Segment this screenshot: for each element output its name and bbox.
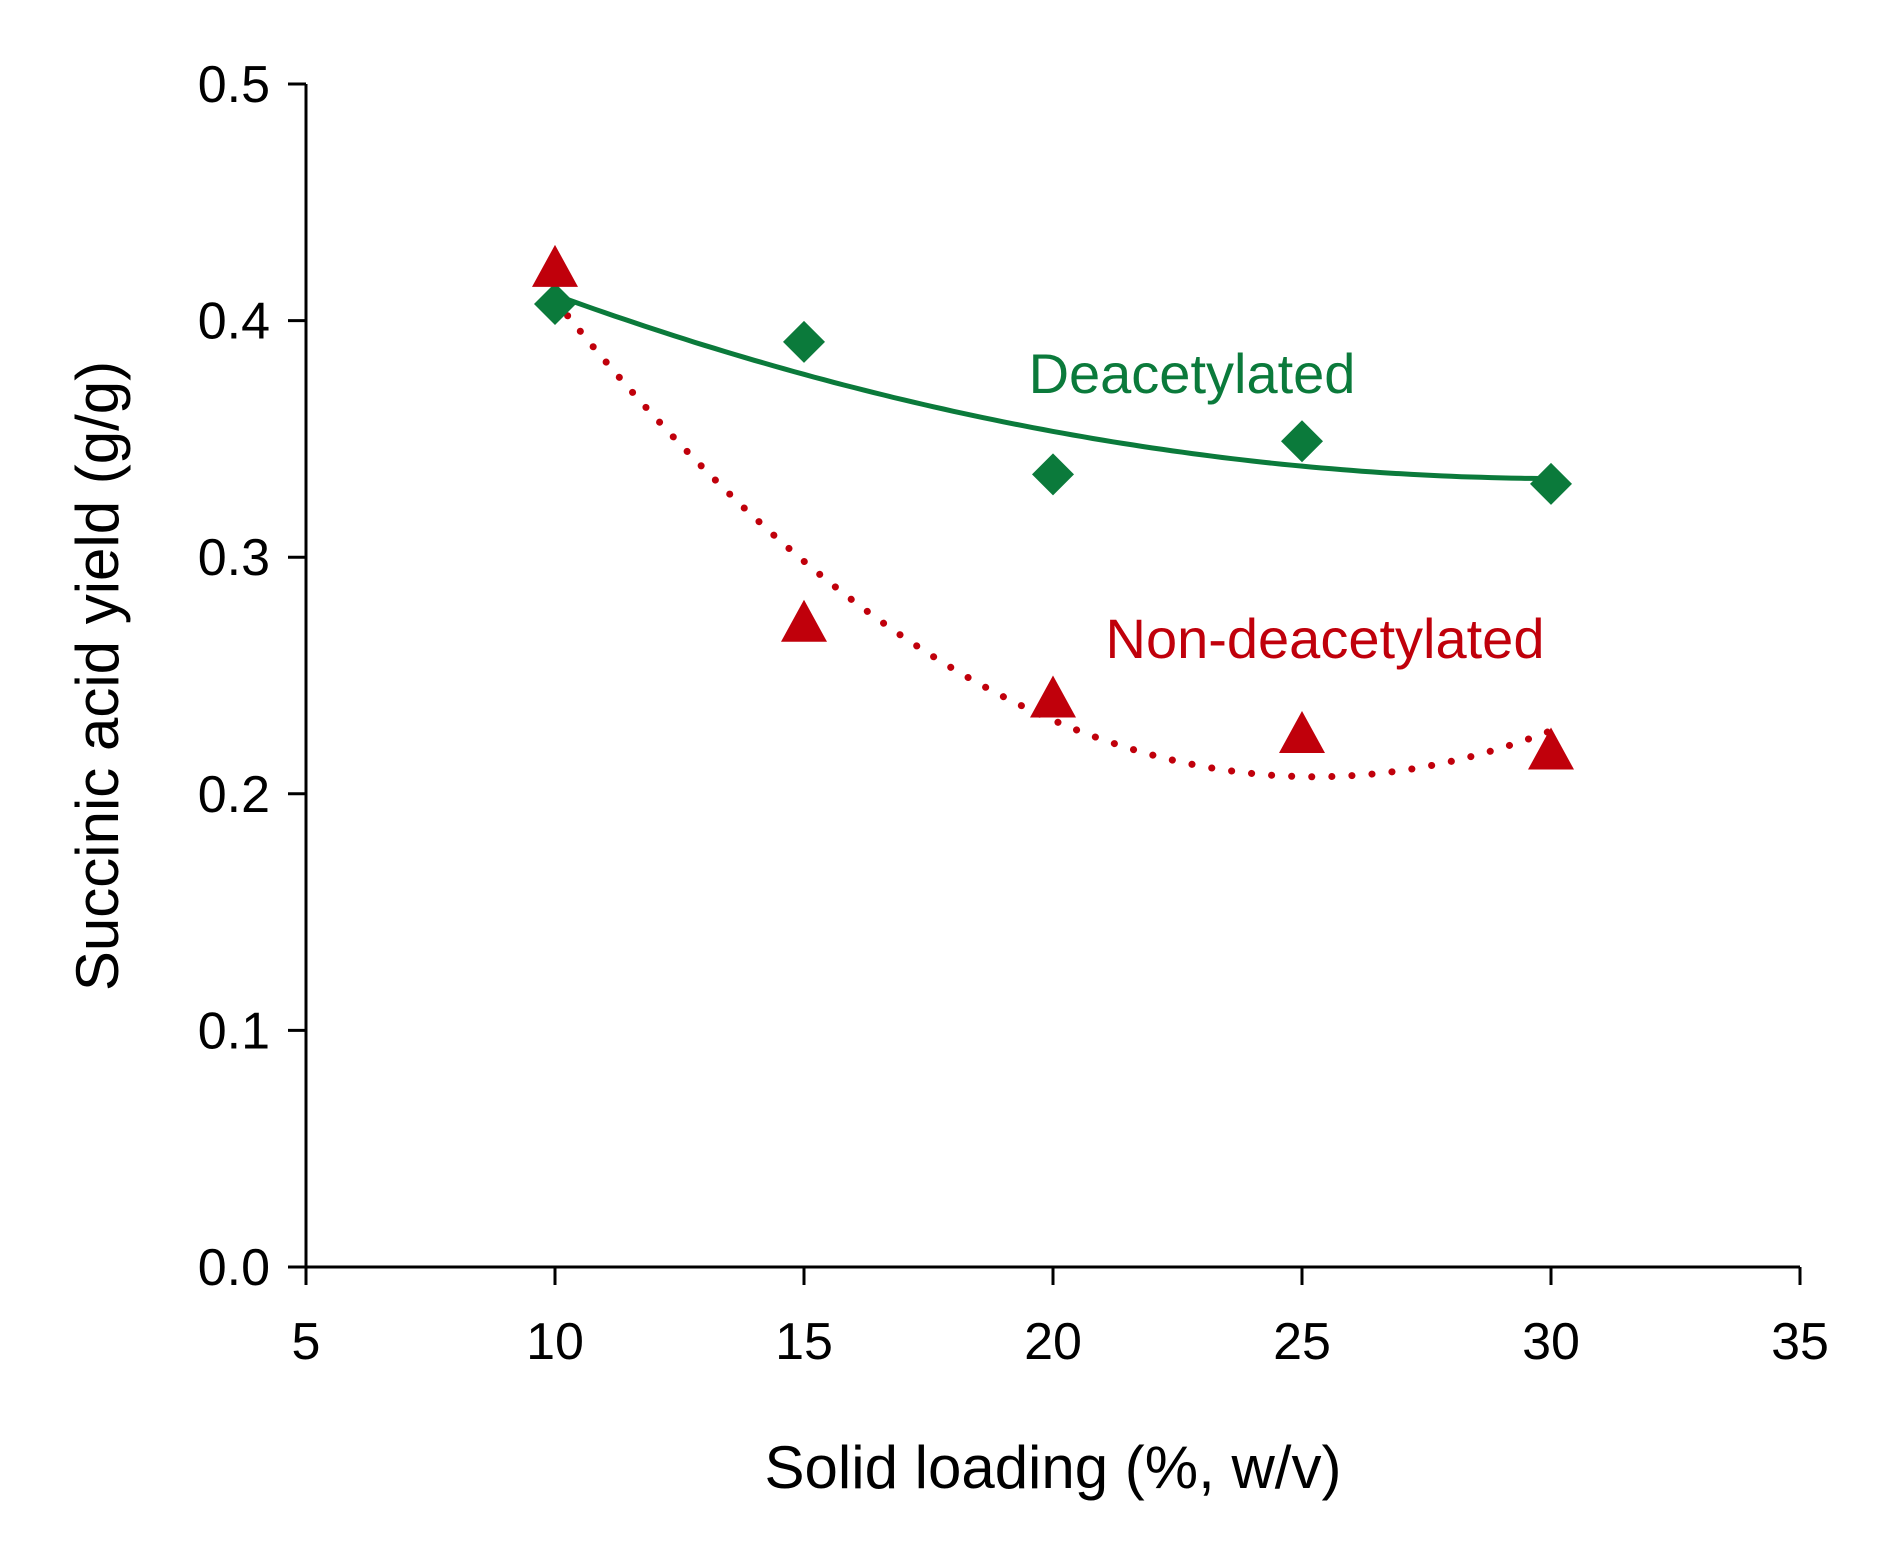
- x-tick-label: 10: [526, 1313, 584, 1371]
- y-axis-title: Succinic acid yield (g/g): [64, 361, 131, 991]
- series-label-deacetylated: Deacetylated: [1029, 342, 1356, 405]
- x-tick-label: 25: [1273, 1313, 1331, 1371]
- y-tick-label: 0.5: [198, 56, 270, 114]
- x-tick-label: 20: [1024, 1313, 1082, 1371]
- data-point-non-deacetylated: [1030, 675, 1076, 718]
- data-point-deacetylated: [534, 283, 576, 326]
- data-point-non-deacetylated: [1528, 727, 1574, 770]
- trendline-deacetylated: [554, 292, 1552, 482]
- x-ticks: 5 10 15 20 25 30 35: [292, 1267, 1829, 1371]
- data-point-non-deacetylated: [532, 244, 578, 287]
- series-label-non-deacetylated: Non-deacetylated: [1106, 607, 1545, 670]
- y-ticks: 0.0 0.1 0.2 0.3 0.4 0.5: [198, 56, 306, 1297]
- data-points: [532, 244, 1574, 770]
- x-tick-label: 30: [1522, 1313, 1580, 1371]
- data-point-non-deacetylated: [781, 599, 827, 642]
- data-point-deacetylated: [1281, 420, 1323, 463]
- data-point-non-deacetylated: [1279, 710, 1325, 753]
- x-axis-title: Solid loading (%, w/v): [765, 1434, 1342, 1501]
- y-tick-label: 0.3: [198, 529, 270, 587]
- data-point-deacetylated: [783, 320, 825, 363]
- x-tick-label: 5: [292, 1313, 321, 1371]
- y-tick-label: 0.1: [198, 1002, 270, 1060]
- x-tick-label: 15: [775, 1313, 833, 1371]
- x-tick-label: 35: [1771, 1313, 1829, 1371]
- y-tick-label: 0.2: [198, 766, 270, 824]
- data-point-deacetylated: [1530, 462, 1572, 505]
- y-tick-label: 0.0: [198, 1239, 270, 1297]
- trendline-layer: [551, 292, 1555, 781]
- y-tick-label: 0.4: [198, 293, 270, 351]
- data-point-deacetylated: [1032, 453, 1074, 496]
